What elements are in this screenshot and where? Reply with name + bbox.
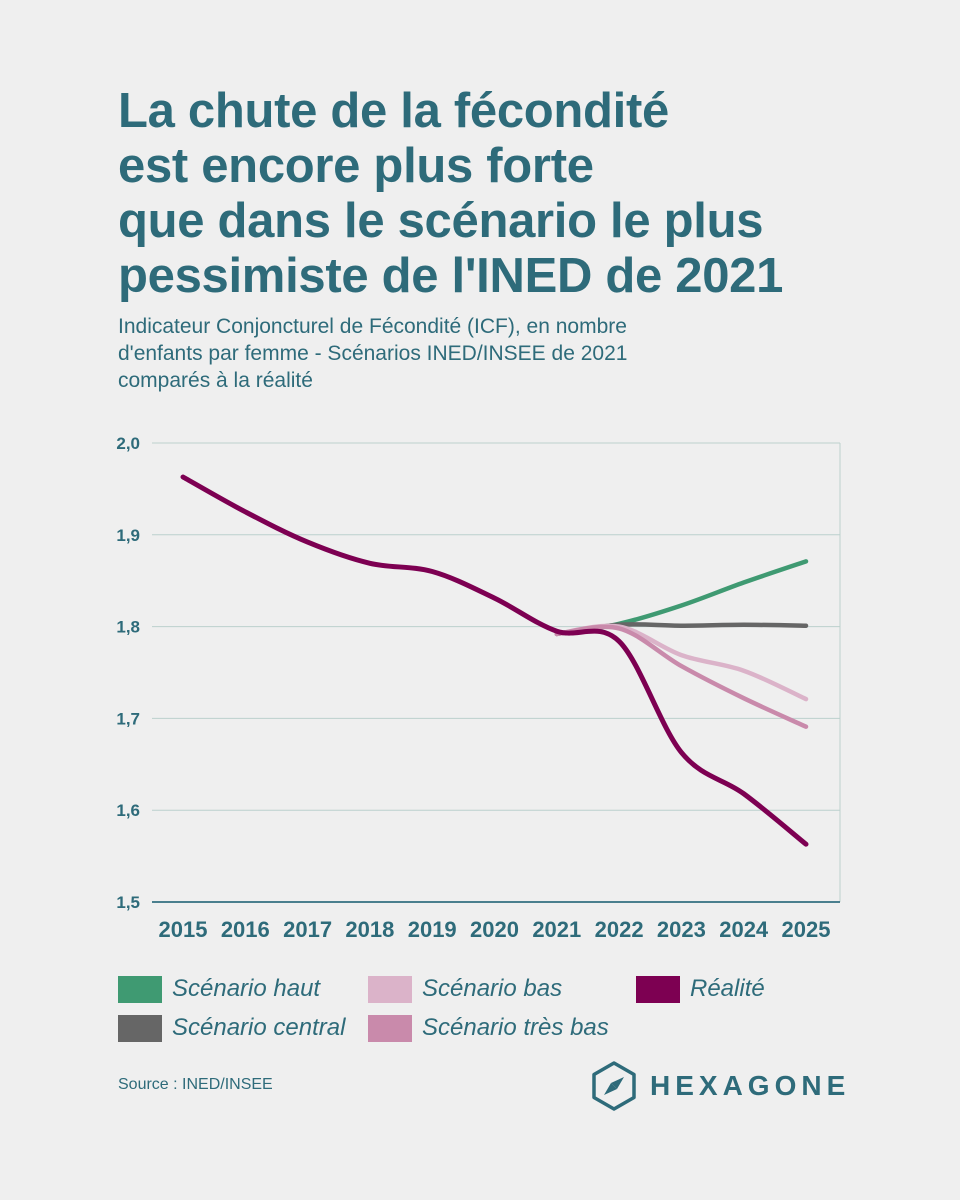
legend-item-scenario-tres-bas: Scénario très bas [368,1013,609,1043]
source-note: Source : INED/INSEE [118,1076,273,1093]
series-layer [180,474,809,847]
subtitle-line: d'enfants par femme - Scénarios INED/INS… [118,342,628,365]
legend-swatch [636,975,680,1003]
brand-name: HEXAGONE [650,1070,851,1101]
legend-item-scenario-haut: Scénario haut [118,974,320,1004]
title-line: est encore plus forte [118,139,594,193]
legend-swatch [368,1014,412,1042]
series-line-scenario-tres-bas [554,624,809,729]
x-tick-label: 2019 [408,917,457,942]
legend-swatch [118,1014,162,1042]
y-tick-label: 1,8 [116,618,140,637]
brand-logo: HEXAGONE [590,1060,850,1112]
legend-label: Scénario bas [422,975,563,1002]
page-title: La chute de la fécondité est encore plus… [118,84,918,304]
legend-item-scenario-bas: Scénario bas [368,974,562,1004]
y-tick-label: 1,5 [116,893,140,912]
legend-swatch [368,975,412,1003]
x-tick-label: 2023 [657,917,706,942]
y-tick-label: 1,9 [116,526,140,545]
x-tick-label: 2021 [532,917,581,942]
series-line-scenario-bas [554,623,809,702]
legend-item-scenario-central: Scénario central [118,1013,345,1043]
title-line: pessimiste de l'INED de 2021 [118,249,784,303]
legend-label: Scénario haut [172,975,321,1002]
line-chart: 2,0 1,9 1,8 1,7 1,6 1,5 2015 2016 2017 2018 2019 20… [116,434,841,942]
x-tick-label: 2025 [782,917,831,942]
x-tick-label: 2022 [595,917,644,942]
page-subtitle: Indicateur Conjoncturel de Fécondité (IC… [118,313,818,394]
x-tick-label: 2020 [470,917,519,942]
grid-layer [152,442,841,903]
y-tick-label: 1,6 [116,801,140,820]
title-line: La chute de la fécondité [118,84,669,138]
x-tick-label: 2016 [221,917,270,942]
x-tick-label: 2018 [345,917,394,942]
legend-label: Scénario central [172,1014,346,1041]
legend-swatch [118,975,162,1003]
title-line: que dans le scénario le plus [118,194,764,248]
subtitle-line: comparés à la réalité [118,369,313,392]
legend-item-realite: Réalité [636,974,765,1004]
x-tick-label: 2015 [159,917,208,942]
axis-layer: 2,0 1,9 1,8 1,7 1,6 1,5 2015 2016 2017 2018 2019 20… [116,434,830,942]
x-tick-label: 2017 [283,917,332,942]
subtitle-line: Indicateur Conjoncturel de Fécondité (IC… [118,315,627,338]
x-tick-label: 2024 [719,917,769,942]
legend-label: Scénario très bas [422,1014,609,1041]
y-tick-label: 1,7 [116,709,140,728]
y-tick-label: 2,0 [116,434,140,453]
compass-hexagon-icon [592,1061,636,1111]
legend-label: Réalité [690,975,765,1002]
series-line-realite [180,474,809,847]
